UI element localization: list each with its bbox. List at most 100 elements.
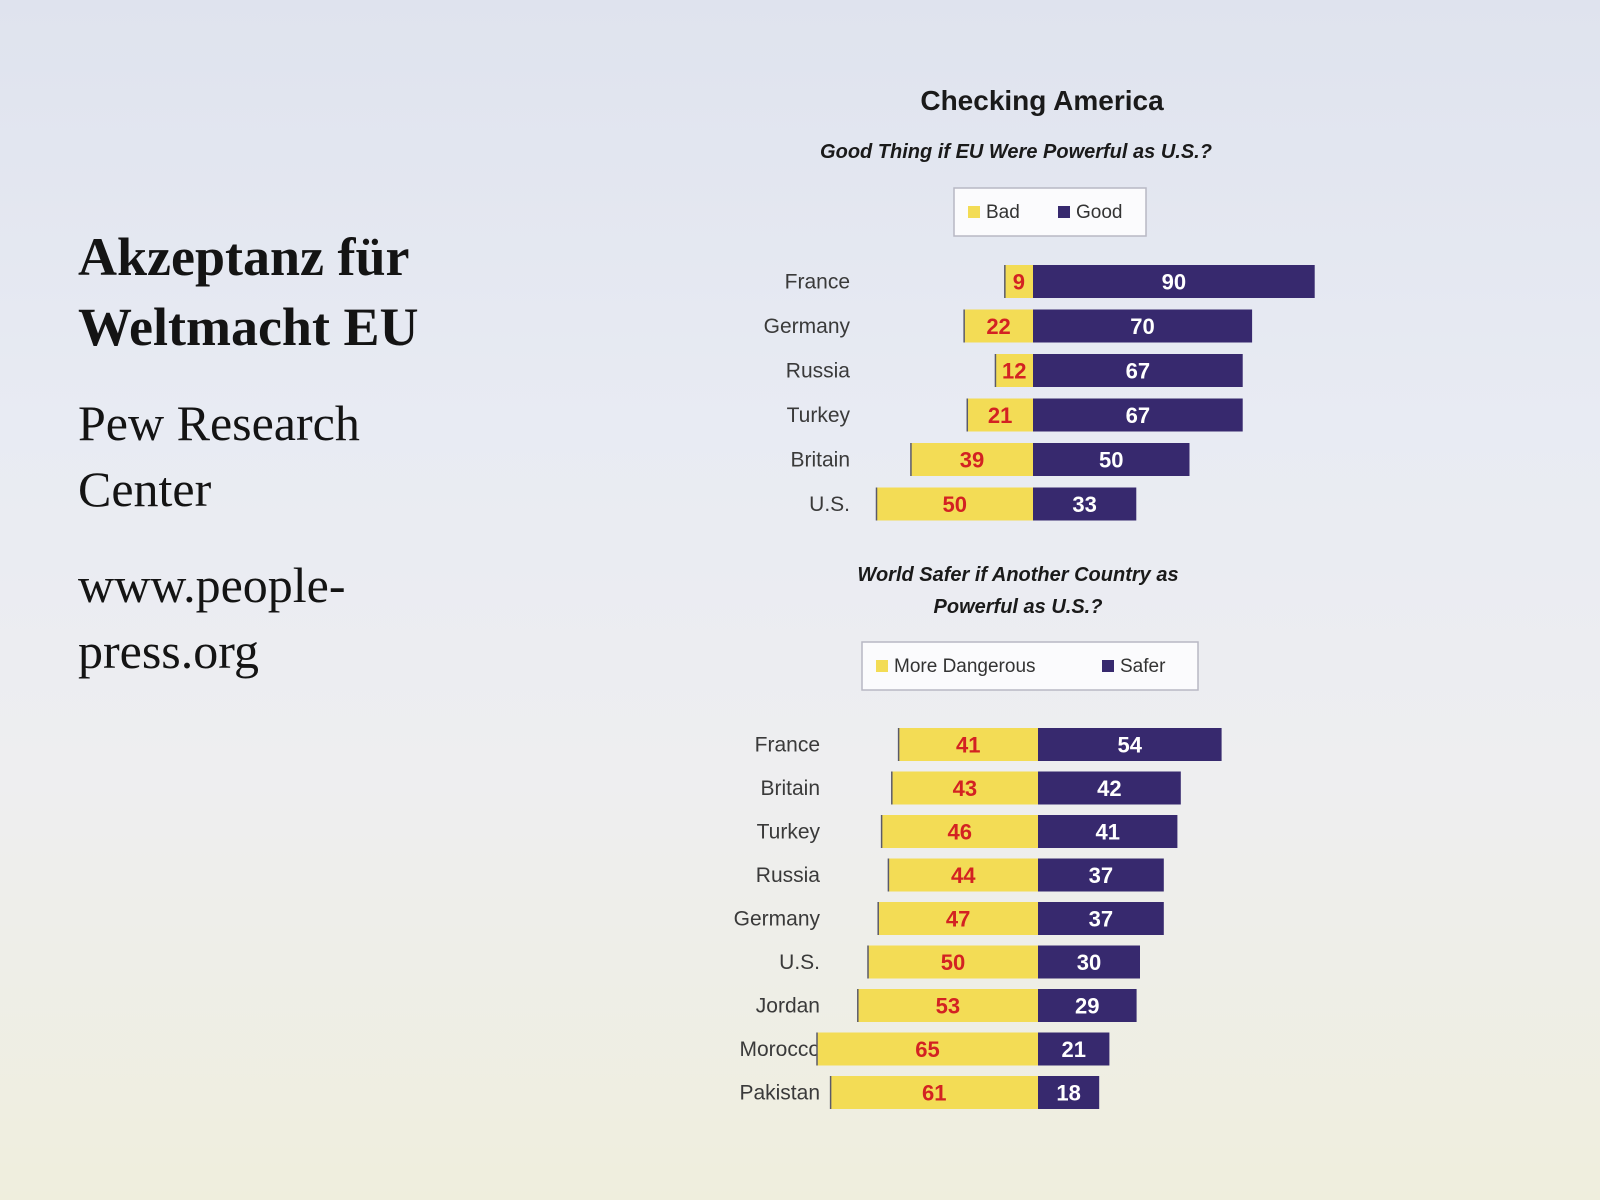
source-credit: Pew Research Center [78, 390, 438, 522]
chart-1-category-label-russia: Russia [786, 360, 851, 383]
legend-swatch-bad [968, 206, 980, 218]
chart-1-data-label-negative-russia: 12 [1002, 359, 1026, 384]
chart-1-data-label-positive-britain: 50 [1099, 448, 1123, 473]
chart-1-data-label-negative-britain: 39 [960, 448, 984, 473]
chart-2-category-label-jordan: Jordan [756, 995, 820, 1018]
legend-swatch-good [1058, 206, 1070, 218]
chart-2-bar-positive-jordan [1038, 989, 1137, 1022]
chart-2-bar-negative-jordan [857, 989, 1038, 1022]
chart-2-legend: More Dangerous Safer [861, 641, 1199, 691]
chart-1-data-label-positive-u-s: 33 [1072, 492, 1096, 517]
chart-2-category-label-pakistan: Pakistan [739, 1082, 820, 1105]
chart-1-data-label-positive-turkey: 67 [1126, 403, 1150, 428]
chart-2-data-label-positive-russia: 37 [1089, 863, 1113, 888]
slide-text-panel: Akzeptanz für Weltmacht EU Pew Research … [78, 222, 498, 684]
chart-1-category-label-turkey: Turkey [787, 404, 851, 427]
url-line-2: press.org [78, 623, 260, 679]
chart-2-bar-positive-morocco [1038, 1032, 1110, 1066]
chart-1-data-label-positive-france: 90 [1162, 270, 1186, 295]
chart-2-bars: France 41 54 Britain 43 42 Turkey 46 41 Russia 44 3… [734, 728, 1222, 1109]
chart-2-category-label-russia: Russia [756, 864, 821, 887]
chart-2-bar-positive-france [1038, 728, 1222, 761]
chart-2-data-label-positive-germany: 37 [1089, 907, 1113, 932]
chart-2-bar-negative-u-s [868, 945, 1038, 979]
chart-2-data-label-positive-morocco: 21 [1061, 1037, 1085, 1062]
source-url: www.people- press.org [78, 552, 398, 684]
legend-swatch-more-dangerous [876, 660, 888, 672]
chart-2-category-label-u-s: U.S. [779, 951, 820, 974]
chart-1-bar-negative-germany [964, 309, 1033, 343]
chart-2-bar-negative-britain [891, 771, 1038, 805]
chart-1-data-label-positive-russia: 67 [1126, 359, 1150, 384]
chart-2-data-label-positive-jordan: 29 [1075, 994, 1099, 1019]
source-line-2: Center [78, 461, 212, 517]
legend-label-bad: Bad [986, 202, 1020, 223]
chart-1-data-label-positive-germany: 70 [1130, 314, 1154, 339]
chart-2-legend-box [861, 641, 1199, 691]
chart-1-title: Checking America [920, 85, 1164, 116]
chart-2-bar-negative-pakistan [830, 1076, 1038, 1109]
chart-2-category-label-morocco: Morocco [739, 1038, 820, 1061]
slide-title-line-1: Akzeptanz für [78, 227, 410, 287]
chart-2-data-label-positive-pakistan: 18 [1056, 1081, 1080, 1106]
chart-2-category-label-france: France [755, 734, 820, 757]
chart-1-data-label-negative-france: 9 [1013, 270, 1025, 295]
chart-2-bar-negative-russia [888, 858, 1038, 892]
chart-2-data-label-negative-germany: 47 [946, 907, 970, 932]
chart-area: Checking America Good Thing if EU Were P… [640, 70, 1400, 1140]
chart-2-bar-negative-germany [878, 902, 1038, 935]
chart-2-category-label-turkey: Turkey [757, 821, 821, 844]
chart-2-data-label-positive-britain: 42 [1097, 776, 1121, 801]
chart-1-subtitle: Good Thing if EU Were Powerful as U.S.? [820, 141, 1212, 163]
chart-1-bar-negative-turkey [967, 398, 1033, 432]
chart-2-data-label-negative-u-s: 50 [941, 950, 965, 975]
chart-1-bar-negative-russia [995, 354, 1033, 387]
chart-2-data-label-positive-turkey: 41 [1095, 820, 1119, 845]
chart-2-subtitle-line-1: World Safer if Another Country as [857, 564, 1178, 586]
chart-1-bar-negative-britain [910, 443, 1033, 476]
chart-1-bar-positive-france [1033, 265, 1315, 298]
chart-2-data-label-positive-u-s: 30 [1077, 950, 1101, 975]
chart-2-bar-positive-britain [1038, 771, 1181, 805]
chart-2-bar-positive-turkey [1038, 815, 1178, 848]
legend-label-safer: Safer [1120, 656, 1166, 677]
chart-1-data-label-negative-u-s: 50 [943, 492, 967, 517]
chart-1-legend-box [953, 187, 1147, 237]
chart-1-legend: Bad Good [953, 187, 1147, 237]
chart-1-bar-positive-britain [1033, 443, 1190, 476]
chart-2-data-label-negative-jordan: 53 [936, 994, 960, 1019]
chart-2-data-label-negative-turkey: 46 [948, 820, 972, 845]
chart-2-data-label-positive-france: 54 [1118, 733, 1143, 758]
chart-2-data-label-negative-morocco: 65 [915, 1037, 939, 1062]
chart-1-category-label-france: France [785, 271, 850, 294]
chart-1-bar-negative-france [1004, 265, 1033, 298]
chart-2-category-label-britain: Britain [760, 777, 820, 800]
chart-2-category-label-germany: Germany [734, 908, 821, 931]
chart-2-data-label-negative-france: 41 [956, 733, 980, 758]
chart-1-bar-negative-u-s [876, 487, 1033, 521]
chart-2-data-label-negative-britain: 43 [953, 776, 977, 801]
chart-2-bar-negative-turkey [881, 815, 1038, 848]
chart-2-data-label-negative-russia: 44 [951, 863, 976, 888]
source-line-1: Pew Research [78, 395, 360, 451]
chart-1-bars: France 9 90 Germany 22 70 Russia 12 67 Turkey 21 67… [764, 265, 1315, 521]
slide-title-line-2: Weltmacht EU [78, 297, 419, 357]
legend-label-good: Good [1076, 202, 1122, 223]
chart-1-data-label-negative-turkey: 21 [988, 403, 1012, 428]
url-line-1: www.people- [78, 557, 346, 613]
chart-1-bar-positive-turkey [1033, 398, 1243, 432]
chart-1-data-label-negative-germany: 22 [986, 314, 1010, 339]
legend-swatch-safer [1102, 660, 1114, 672]
chart-1-bar-positive-u-s [1033, 487, 1137, 521]
chart-2-data-label-negative-pakistan: 61 [922, 1081, 946, 1106]
slide-title: Akzeptanz für Weltmacht EU [78, 222, 478, 362]
chart-2-bar-negative-morocco [817, 1032, 1038, 1066]
chart-1-category-label-germany: Germany [764, 315, 851, 338]
charts-svg: Checking America Good Thing if EU Were P… [734, 85, 1315, 1109]
legend-label-more-dangerous: More Dangerous [894, 656, 1036, 677]
chart-1-bar-positive-russia [1033, 354, 1243, 387]
chart-2-bar-negative-france [898, 728, 1038, 761]
chart-2-bar-positive-u-s [1038, 945, 1140, 979]
chart-2-bar-positive-pakistan [1038, 1076, 1100, 1109]
chart-1-category-label-u-s: U.S. [809, 493, 850, 516]
